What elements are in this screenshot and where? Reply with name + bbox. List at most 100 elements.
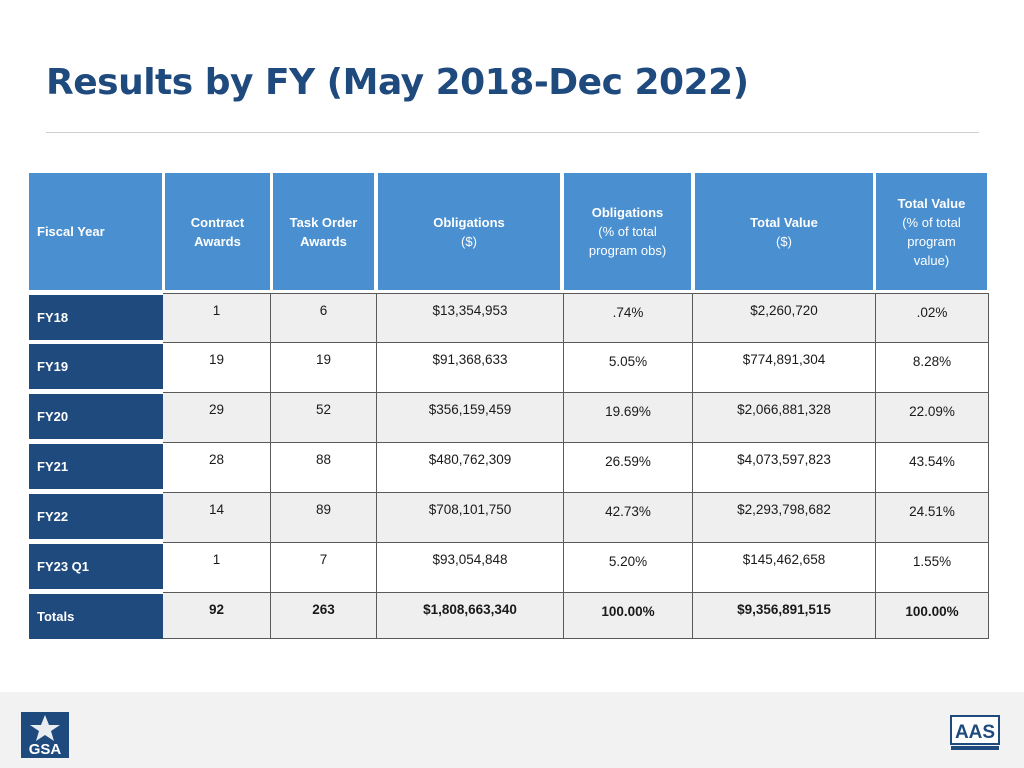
- cell-value: 100.00%: [601, 604, 655, 619]
- cell-value: $2,066,881,328: [737, 402, 831, 417]
- table-cell-contract: 92: [163, 593, 271, 638]
- table-cell-task: 6: [271, 294, 377, 343]
- cell-value: $2,293,798,682: [737, 502, 831, 517]
- cell-value: .02%: [916, 305, 948, 320]
- cell-value: $1,808,663,340: [423, 602, 517, 617]
- table-cell-task: 89: [271, 493, 377, 542]
- cell-value: 5.05%: [608, 354, 648, 369]
- table-cell-total-value-pct: 43.54%: [876, 443, 989, 492]
- cell-value: 22.09%: [909, 404, 955, 419]
- header-task-order-awards-line1: Task Order: [289, 214, 358, 230]
- table-cell-total-value: $2,293,798,682: [693, 493, 876, 542]
- header-total-value-line1: Total Value: [750, 214, 818, 230]
- cell-value: .74%: [612, 305, 644, 320]
- cell-value: 19.69%: [605, 404, 651, 419]
- header-obligations-pct-line1: Obligations: [591, 205, 664, 220]
- table-cell-contract: 14: [163, 493, 271, 542]
- table-cell-obligations: $480,762,309: [377, 443, 564, 492]
- header-total-value-pct-line4: value): [913, 252, 950, 268]
- header-total-value-pct: Total Value (% of total program value): [876, 173, 987, 290]
- gsa-logo-text: GSA: [29, 741, 62, 758]
- cell-value: 5.20%: [608, 554, 648, 569]
- table-cell-task: 263: [271, 593, 377, 638]
- header-obligations: Obligations ($): [378, 173, 560, 290]
- table-row: 14 89 $708,101,750 42.73% $2,293,798,682 24.5…: [163, 492, 989, 542]
- table-row: 29 52 $356,159,459 19.69% $2,066,881,328 22.0…: [163, 392, 989, 442]
- cell-value: $93,054,848: [432, 552, 508, 567]
- table-cell-total-value: $2,260,720: [693, 294, 876, 343]
- table-row: 28 88 $480,762,309 26.59% $4,073,597,823 43.5…: [163, 442, 989, 492]
- table-cell-task: 7: [271, 543, 377, 592]
- cell-value: 100.00%: [905, 604, 959, 619]
- cell-value: $774,891,304: [742, 352, 826, 367]
- table-cell-obligations: $91,368,633: [377, 343, 564, 392]
- cell-value: 24.51%: [909, 504, 955, 519]
- table-row: 1 7 $93,054,848 5.20% $145,462,658 1.55%: [163, 542, 989, 592]
- table-cell-obligations-pct: .74%: [564, 294, 693, 343]
- header-total-value-pct-line2: (% of total: [902, 214, 961, 230]
- cell-value: $2,260,720: [750, 303, 818, 318]
- header-obligations-pct-line3: program obs): [588, 243, 667, 258]
- cell-value: 263: [312, 602, 335, 617]
- table-cell-total-value-pct: 22.09%: [876, 393, 989, 442]
- table-cell-contract: 1: [163, 543, 271, 592]
- header-obligations-line1: Obligations: [433, 214, 505, 230]
- cell-value: 52: [315, 402, 332, 417]
- header-fiscal-year-label: Fiscal Year: [37, 224, 105, 239]
- cell-value: 19: [208, 352, 225, 367]
- cell-value: $708,101,750: [428, 502, 512, 517]
- table-cell-total-value-pct: 1.55%: [876, 543, 989, 592]
- header-task-order-awards-line2: Awards: [300, 233, 347, 249]
- table-cell-contract: 19: [163, 343, 271, 392]
- row-label-3: FY21: [29, 444, 163, 489]
- cell-value: 92: [208, 602, 225, 617]
- table-cell-contract: 1: [163, 294, 271, 343]
- table-cell-obligations-pct: 5.20%: [564, 543, 693, 592]
- row-label-2: FY20: [29, 394, 163, 439]
- cell-value: 43.54%: [909, 454, 955, 469]
- table-cell-obligations-pct: 26.59%: [564, 443, 693, 492]
- cell-value: $9,356,891,515: [737, 602, 831, 617]
- table-cell-contract: 29: [163, 393, 271, 442]
- cell-value: 6: [319, 303, 328, 318]
- cell-value: 29: [208, 402, 225, 417]
- table-cell-obligations: $93,054,848: [377, 543, 564, 592]
- footer-bar: GSA: [0, 692, 1024, 768]
- table-row: 19 19 $91,368,633 5.05% $774,891,304 8.28%: [163, 342, 989, 392]
- header-obligations-pct: Obligations (% of total program obs): [564, 173, 691, 290]
- cell-value: $145,462,658: [742, 552, 826, 567]
- table-row: 92 263 $1,808,663,340 100.00% $9,356,891,515…: [163, 592, 989, 639]
- table-cell-total-value-pct: .02%: [876, 294, 989, 343]
- table-cell-obligations: $13,354,953: [377, 294, 564, 343]
- header-total-value-pct-line3: program: [907, 233, 956, 249]
- cell-value: 7: [319, 552, 328, 567]
- header-contract-awards: Contract Awards: [165, 173, 270, 290]
- table-cell-obligations: $356,159,459: [377, 393, 564, 442]
- row-label-1: FY19: [29, 344, 163, 389]
- cell-value: $91,368,633: [432, 352, 508, 367]
- cell-value: $480,762,309: [428, 452, 512, 467]
- cell-value: 19: [315, 352, 332, 367]
- row-label-0: FY18: [29, 295, 163, 340]
- table-cell-obligations: $708,101,750: [377, 493, 564, 542]
- row-label-6: Totals: [29, 594, 163, 639]
- cell-value: 1: [212, 552, 221, 567]
- table-row: 1 6 $13,354,953 .74% $2,260,720 .02%: [163, 293, 989, 343]
- gsa-star-logo-icon: GSA: [21, 712, 69, 758]
- table-cell-total-value-pct: 24.51%: [876, 493, 989, 542]
- header-contract-awards-line2: Awards: [194, 233, 241, 249]
- cell-value: 26.59%: [605, 454, 651, 469]
- header-total-value: Total Value ($): [695, 173, 873, 290]
- cell-value: $4,073,597,823: [737, 452, 831, 467]
- cell-value: 42.73%: [605, 504, 651, 519]
- header-task-order-awards: Task Order Awards: [273, 173, 374, 290]
- cell-value: 88: [315, 452, 332, 467]
- table-cell-total-value: $774,891,304: [693, 343, 876, 392]
- table-cell-obligations-pct: 5.05%: [564, 343, 693, 392]
- page-title: Results by FY (May 2018-Dec 2022): [46, 62, 749, 103]
- title-divider: [46, 132, 979, 133]
- aas-logo-text: AAS: [955, 722, 995, 743]
- header-contract-awards-line1: Contract: [190, 214, 245, 230]
- table-cell-obligations-pct: 19.69%: [564, 393, 693, 442]
- header-obligations-line2: ($): [461, 233, 477, 249]
